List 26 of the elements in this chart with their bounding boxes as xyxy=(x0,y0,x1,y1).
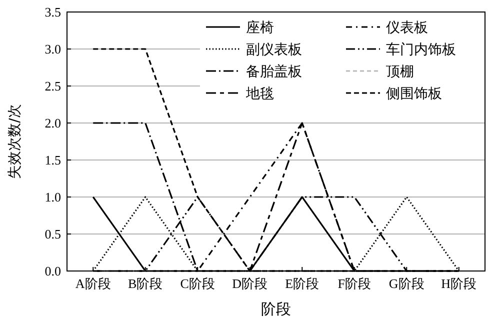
y-axis-title: 失效次数/次 xyxy=(7,104,23,179)
y-tick-label: 1.0 xyxy=(44,190,61,205)
x-tick-label: B阶段 xyxy=(128,276,163,291)
y-tick-label: 1.5 xyxy=(44,152,61,168)
y-tick-label: 0.0 xyxy=(44,264,61,279)
x-tick-label: A阶段 xyxy=(75,276,111,291)
legend-label: 侧围饰板 xyxy=(386,86,442,102)
x-tick-label: F阶段 xyxy=(338,276,371,291)
legend-label: 仪表板 xyxy=(386,20,428,36)
x-tick-label: C阶段 xyxy=(180,276,215,291)
legend-label: 地毯 xyxy=(245,86,274,102)
y-tick-label: 0.5 xyxy=(44,226,61,242)
legend-label: 顶棚 xyxy=(386,64,414,80)
x-axis-title: 阶段 xyxy=(261,300,291,318)
x-tick-label: D阶段 xyxy=(232,276,268,291)
legend-label: 车门内饰板 xyxy=(386,42,456,58)
legend-label: 备胎盖板 xyxy=(246,64,302,80)
y-tick-label: 2.0 xyxy=(44,116,61,131)
legend-label: 座椅 xyxy=(246,20,274,36)
x-tick-label: E阶段 xyxy=(285,276,320,291)
y-tick-label: 3.0 xyxy=(44,42,61,57)
x-tick-label: G阶段 xyxy=(388,276,424,291)
y-tick-label: 2.5 xyxy=(44,78,61,94)
x-tick-label: H阶段 xyxy=(441,276,477,291)
legend-label: 副仪表板 xyxy=(246,42,302,58)
y-tick-label: 3.5 xyxy=(44,4,61,20)
